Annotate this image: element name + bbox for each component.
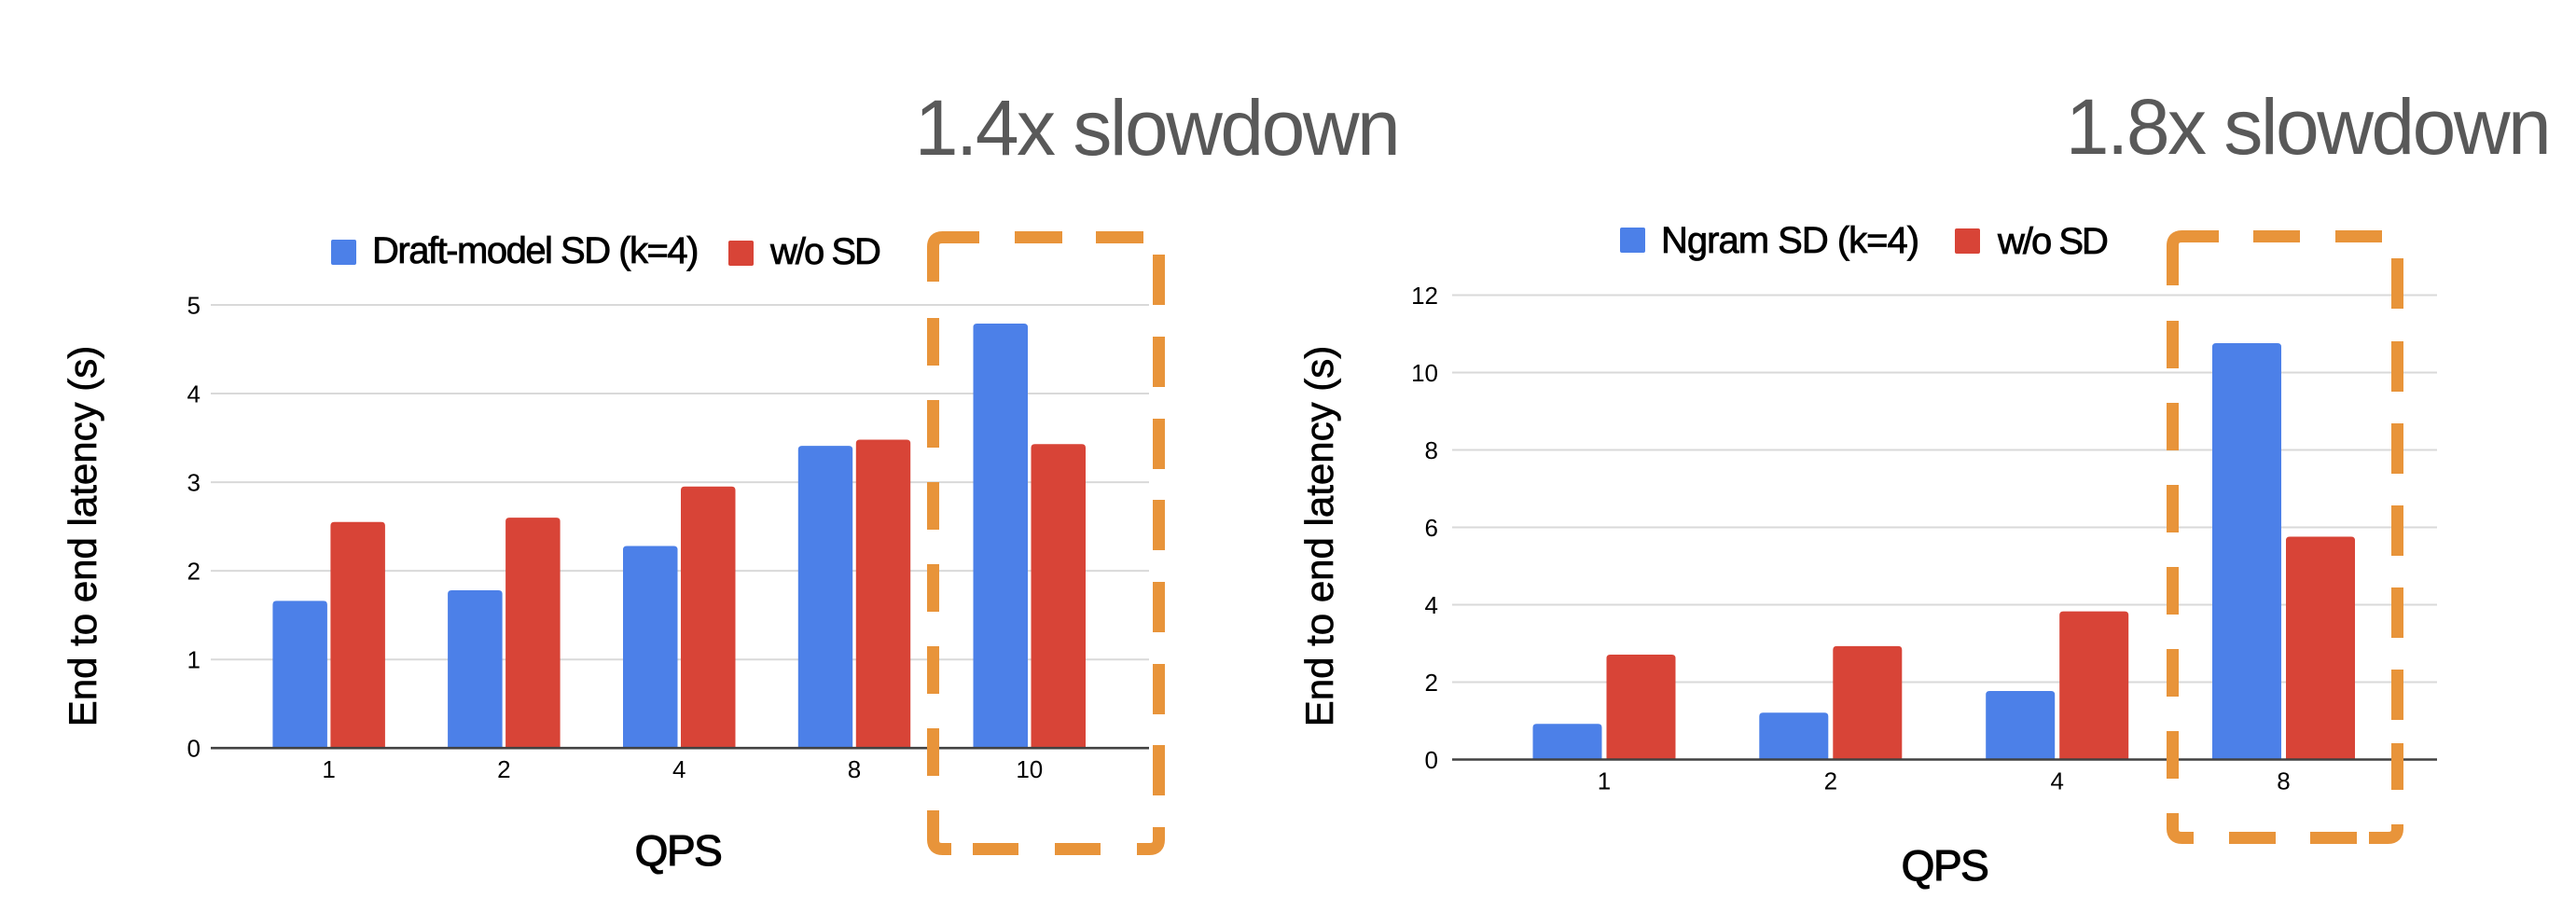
svg-text:w/o SD: w/o SD [1997, 221, 2107, 262]
svg-text:QPS: QPS [1902, 841, 1988, 890]
svg-text:4: 4 [672, 755, 686, 783]
svg-text:4: 4 [2050, 767, 2063, 795]
svg-text:2: 2 [1824, 767, 1837, 795]
svg-text:1: 1 [322, 755, 335, 783]
svg-text:3: 3 [187, 468, 201, 496]
svg-text:5: 5 [187, 291, 201, 319]
svg-text:4: 4 [187, 380, 201, 408]
svg-text:12: 12 [1411, 282, 1438, 310]
svg-text:8: 8 [848, 755, 861, 783]
svg-text:0: 0 [1425, 746, 1438, 774]
svg-text:End to end latency (s): End to end latency (s) [1297, 346, 1341, 727]
svg-text:1.4x slowdown: 1.4x slowdown [915, 84, 1398, 172]
svg-text:8: 8 [2277, 767, 2290, 795]
svg-text:End to end latency (s): End to end latency (s) [61, 346, 104, 727]
svg-text:0: 0 [187, 735, 201, 763]
svg-text:10: 10 [1016, 755, 1043, 783]
svg-text:1: 1 [187, 646, 201, 674]
svg-text:8: 8 [1425, 436, 1438, 464]
svg-text:1: 1 [1598, 767, 1611, 795]
svg-text:QPS: QPS [635, 826, 722, 875]
svg-text:6: 6 [1425, 514, 1438, 542]
svg-text:4: 4 [1425, 591, 1438, 619]
svg-text:2: 2 [187, 557, 201, 585]
svg-text:Ngram SD (k=4): Ngram SD (k=4) [1661, 220, 1918, 261]
svg-text:1.8x slowdown: 1.8x slowdown [2066, 83, 2549, 171]
svg-text:10: 10 [1411, 359, 1438, 387]
svg-text:2: 2 [1425, 669, 1438, 697]
svg-text:w/o SD: w/o SD [769, 231, 879, 272]
svg-text:2: 2 [497, 755, 510, 783]
svg-text:Draft-model SD (k=4): Draft-model SD (k=4) [372, 230, 698, 271]
